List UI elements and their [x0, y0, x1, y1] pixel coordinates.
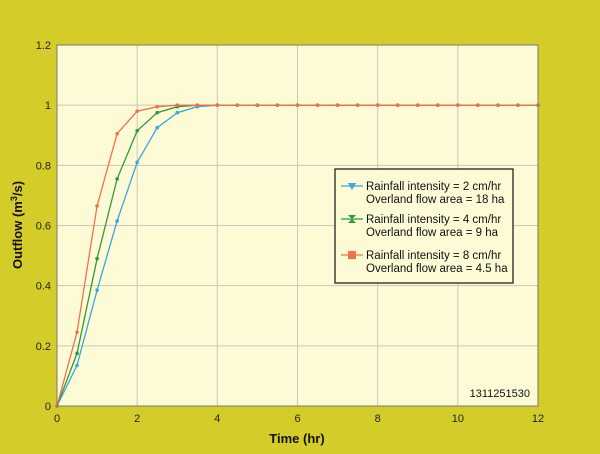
data-point-series-1 [75, 363, 79, 368]
data-point-series-3 [335, 103, 340, 107]
x-axis-title: Time (hr) [269, 431, 324, 446]
y-tick-label: 1.2 [36, 40, 51, 52]
data-point-series-1 [95, 288, 99, 292]
y-tick-label: 1 [45, 100, 51, 112]
data-point-series-3 [375, 103, 380, 107]
data-point-series-3 [355, 103, 360, 107]
data-point-series-3 [175, 103, 180, 107]
legend-entry-1-line1: Rainfall intensity = 2 cm/hr [366, 181, 501, 193]
y-tick-label: 0.8 [36, 160, 51, 172]
data-point-series-2 [115, 177, 119, 181]
y-tick-label: 0 [45, 401, 51, 413]
data-point-series-3 [155, 104, 160, 109]
data-point-series-3 [435, 103, 440, 107]
data-point-series-3 [235, 103, 240, 107]
data-point-series-3 [255, 103, 260, 107]
x-tick-label: 8 [375, 413, 381, 425]
x-tick-label: 12 [532, 413, 544, 425]
data-point-series-3 [275, 103, 280, 107]
data-point-series-2 [135, 128, 139, 133]
series-group [55, 103, 540, 408]
data-point-series-3 [295, 103, 300, 107]
legend-box [334, 168, 514, 284]
data-point-series-2 [75, 351, 79, 356]
x-tick-label: 2 [134, 413, 140, 425]
figure-id: 1311251530 [470, 388, 530, 400]
legend-entry-1-line2: Overland flow area = 18 ha [366, 194, 505, 206]
x-tick-label: 4 [214, 413, 220, 425]
data-point-series-1 [135, 160, 139, 165]
legend-triangle-marker [348, 183, 356, 190]
data-point-series-1 [115, 219, 119, 223]
data-point-series-3 [215, 103, 220, 107]
legend-square-marker [348, 251, 356, 259]
y-tick-labels: 0 0.2 0.4 0.6 0.8 1 1.2 [36, 40, 51, 413]
legend: Rainfall intensity = 2 cm/hr Overland fl… [334, 168, 514, 284]
legend-entry-3-line2: Overland flow area = 4.5 ha [366, 263, 508, 275]
data-point-series-3 [135, 109, 139, 113]
data-point-series-3 [516, 103, 520, 107]
data-point-series-1 [155, 125, 160, 130]
x-tick-labels: 0 2 4 6 8 10 12 [54, 413, 544, 425]
data-point-series-3 [95, 204, 99, 208]
data-point-series-2 [155, 110, 160, 115]
legend-entry-2-line1: Rainfall intensity = 4 cm/hr [366, 214, 501, 226]
data-point-series-3 [195, 103, 200, 107]
data-point-series-3 [115, 131, 119, 136]
data-point-series-3 [456, 103, 460, 107]
data-point-series-3 [395, 103, 400, 107]
legend-hourglass-marker [348, 215, 356, 223]
data-point-series-3 [415, 103, 420, 107]
data-point-series-1 [175, 110, 180, 115]
y-axis-title: Outflow (m3/s) [9, 181, 25, 269]
data-point-series-3 [315, 103, 320, 107]
legend-entry-2-line2: Overland flow area = 9 ha [366, 227, 499, 239]
data-point-series-3 [75, 330, 79, 335]
data-point-series-3 [476, 103, 480, 107]
x-tick-label: 0 [54, 413, 60, 425]
data-point-series-3 [496, 103, 500, 107]
x-tick-label: 10 [452, 413, 464, 425]
y-tick-label: 0.4 [36, 281, 51, 293]
y-tick-label: 0.2 [36, 341, 51, 353]
data-point-series-2 [95, 256, 99, 261]
y-tick-label: 0.6 [36, 221, 51, 233]
x-tick-label: 6 [294, 413, 300, 425]
plot-frame [56, 44, 539, 407]
legend-entry-3-line1: Rainfall intensity = 8 cm/hr [366, 250, 501, 262]
